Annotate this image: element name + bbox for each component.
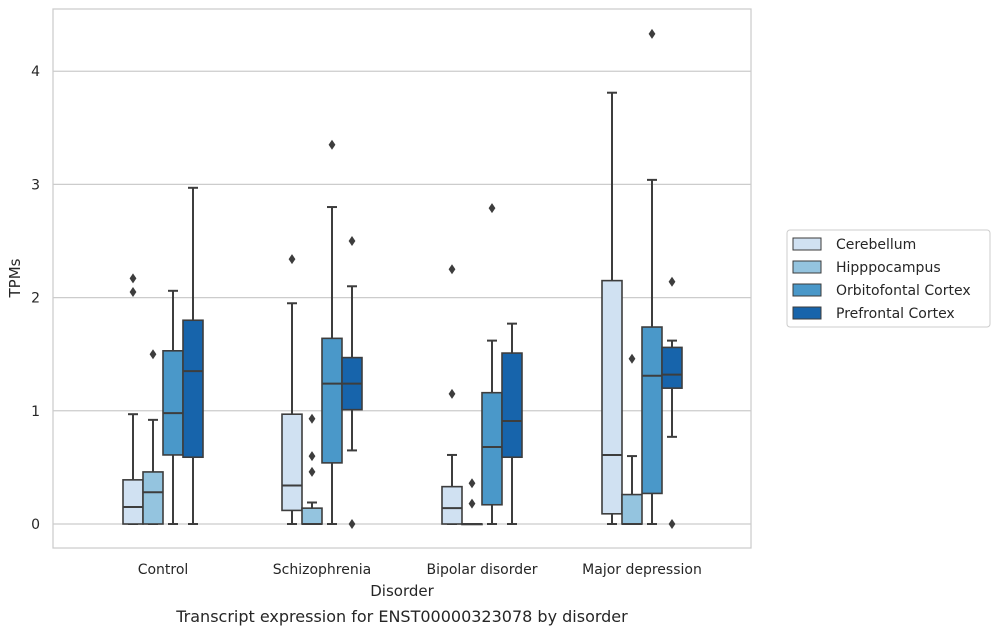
box-iqr [481,391,503,506]
outlier-point [149,349,157,360]
x-axis-label: Disorder [370,582,434,600]
outlier-point [668,276,676,287]
outlier-point [468,498,476,509]
y-tick-label: 3 [31,177,40,193]
box-iqr [142,471,164,525]
box-group [142,349,164,525]
box-group [481,203,503,525]
outlier-point [129,273,137,284]
box-group [661,276,683,529]
box-iqr [661,346,683,389]
box-group [621,353,643,525]
box-iqr [621,493,643,525]
x-tick-label: Control [138,562,189,578]
outlier-point [668,519,676,529]
x-tick-label: Schizophrenia [273,562,371,578]
box-iqr [441,485,463,525]
y-axis-label: TPMs [6,258,24,298]
y-tick-label: 2 [31,291,40,307]
x-tick-label: Major depression [582,562,702,578]
legend: Cerebellum Hipppocampus Orbitofontal Cor… [786,229,991,328]
plot-frame [52,8,752,549]
outlier-point [448,264,456,275]
box-iqr [281,413,303,512]
box-iqr [321,337,343,464]
outlier-point [348,519,356,529]
box-plots [122,28,683,529]
outlier-point [488,203,496,214]
outlier-point [348,236,356,246]
outlier-point [288,254,296,265]
box-group [641,28,663,525]
x-tick-labels: Control Schizophrenia Bipolar disorder Majo… [138,562,702,578]
y-tick-label: 0 [31,517,40,533]
outlier-point [308,451,316,462]
box-group [461,478,483,526]
legend-frame [786,229,991,328]
box-iqr [182,319,204,459]
legend-swatch-prefrontal [792,306,822,320]
box-iqr [122,479,144,525]
box-group [441,264,463,525]
outlier-point [468,478,476,489]
box-group [182,186,204,525]
legend-swatch-cerebellum [792,237,822,251]
outlier-point [448,388,456,399]
box-group [301,413,323,525]
box-iqr [501,352,523,459]
box-group [321,139,343,525]
box-iqr [601,279,623,515]
legend-label-orbitofrontal: Orbitofontal Cortex [836,283,971,299]
chart-caption: Transcript expression for ENST0000032307… [175,607,628,626]
box-group [162,289,184,525]
y-tick-labels: 0 1 2 3 4 [31,64,40,533]
legend-label-cerebellum: Cerebellum [836,237,916,253]
box-group [501,322,523,525]
outlier-point [648,28,656,39]
legend-label-prefrontal: Prefrontal Cortex [836,306,955,322]
outlier-point [129,286,137,297]
outlier-point [328,139,336,150]
legend-swatch-orbitofrontal [792,283,822,297]
y-tick-label: 4 [31,64,40,80]
x-tick-label: Bipolar disorder [426,562,537,578]
y-tick-label: 1 [31,404,40,420]
outlier-point [308,413,316,424]
legend-swatch-hippocampus [792,260,822,274]
box-iqr [162,350,184,456]
legend-label-hippocampus: Hipppocampus [836,260,941,276]
box-iqr [301,507,323,525]
outlier-point [308,466,316,477]
box-group [341,236,363,529]
box-group [281,254,303,525]
box-iqr [641,326,663,495]
box-group [601,91,623,525]
outlier-point [628,353,636,364]
box-group [122,273,144,525]
